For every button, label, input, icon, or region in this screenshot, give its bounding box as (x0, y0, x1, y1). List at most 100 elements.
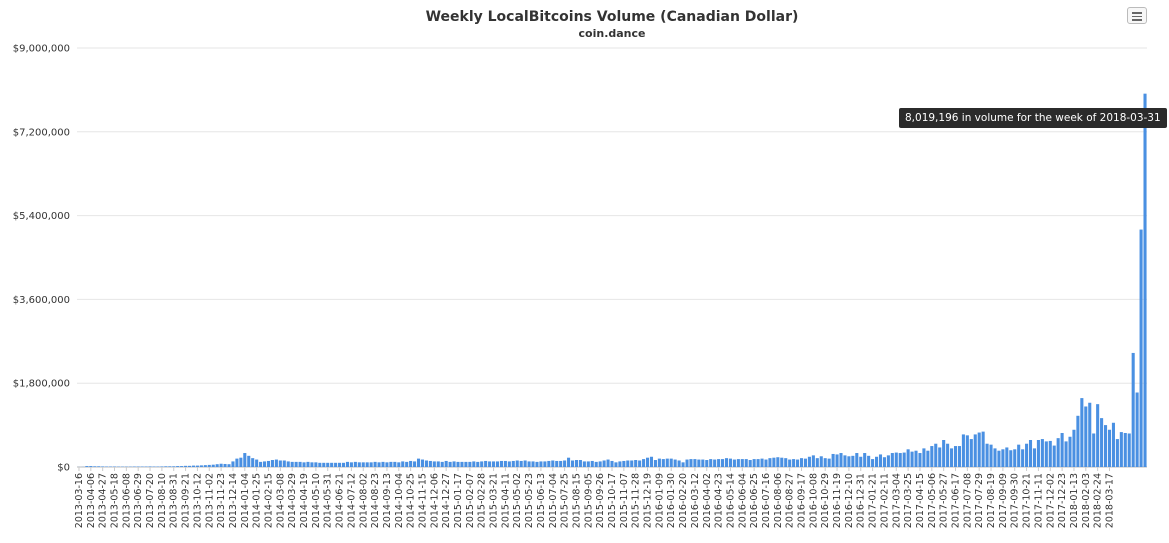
bar[interactable] (748, 460, 752, 467)
bar[interactable] (985, 443, 989, 467)
bar[interactable] (1017, 444, 1021, 467)
bar[interactable] (918, 453, 922, 467)
bar[interactable] (543, 461, 547, 467)
bar[interactable] (101, 466, 105, 467)
bar[interactable] (472, 461, 476, 467)
bar[interactable] (223, 463, 227, 467)
bar[interactable] (349, 462, 353, 467)
bar[interactable] (484, 460, 488, 467)
bar[interactable] (890, 453, 894, 467)
bar[interactable] (950, 448, 954, 467)
bar[interactable] (369, 462, 373, 467)
bar[interactable] (847, 456, 851, 467)
bar[interactable] (298, 461, 302, 467)
bar[interactable] (701, 459, 705, 467)
bar[interactable] (424, 460, 428, 467)
bar[interactable] (831, 453, 835, 467)
bar[interactable] (634, 460, 638, 467)
bar[interactable] (219, 463, 223, 467)
bar[interactable] (318, 462, 322, 467)
bar[interactable] (539, 461, 543, 467)
bar[interactable] (203, 465, 207, 467)
bar[interactable] (906, 449, 910, 467)
bar[interactable] (946, 443, 950, 467)
bar[interactable] (788, 459, 792, 467)
bar[interactable] (669, 458, 673, 467)
bar[interactable] (184, 465, 188, 467)
bar[interactable] (160, 466, 164, 467)
bar[interactable] (1056, 438, 1060, 467)
bar[interactable] (768, 458, 772, 467)
bar[interactable] (586, 461, 590, 467)
bar[interactable] (361, 462, 365, 467)
bar[interactable] (642, 459, 646, 467)
bar[interactable] (685, 459, 689, 467)
bar[interactable] (1064, 441, 1068, 467)
bar[interactable] (803, 458, 808, 467)
bar[interactable] (882, 457, 886, 467)
bar[interactable] (1127, 433, 1131, 467)
bar[interactable] (1009, 450, 1013, 467)
bar[interactable] (416, 458, 421, 467)
bar[interactable] (594, 461, 598, 467)
bar[interactable] (665, 458, 669, 467)
bar[interactable] (717, 459, 721, 467)
bar[interactable] (1036, 440, 1040, 467)
bar[interactable] (373, 461, 377, 467)
bar[interactable] (460, 461, 464, 467)
bar[interactable] (799, 458, 804, 467)
bar[interactable] (1068, 436, 1072, 467)
bar[interactable] (1044, 441, 1048, 467)
bar[interactable] (942, 440, 946, 467)
bar[interactable] (661, 459, 665, 467)
bar[interactable] (448, 461, 452, 467)
bar[interactable] (807, 456, 811, 467)
bar[interactable] (322, 462, 326, 467)
bar[interactable] (740, 459, 744, 467)
bar[interactable] (1131, 352, 1135, 467)
bar[interactable] (677, 460, 681, 467)
bar[interactable] (389, 461, 393, 467)
bar[interactable] (535, 461, 539, 467)
bar[interactable] (302, 462, 306, 467)
bar[interactable] (255, 459, 259, 467)
bar[interactable] (1107, 429, 1112, 467)
bar[interactable] (855, 453, 859, 467)
bar[interactable] (195, 465, 199, 467)
bar[interactable] (523, 460, 527, 467)
bar[interactable] (973, 434, 977, 467)
bar[interactable] (377, 462, 381, 467)
bar[interactable] (756, 459, 760, 467)
bar[interactable] (851, 455, 855, 467)
bar[interactable] (278, 460, 282, 467)
bar[interactable] (871, 459, 875, 467)
bar[interactable] (1096, 404, 1100, 467)
bar[interactable] (630, 460, 634, 467)
bar[interactable] (610, 460, 614, 467)
bar[interactable] (930, 446, 934, 467)
bar[interactable] (1032, 448, 1037, 467)
bar[interactable] (456, 461, 460, 467)
bar[interactable] (827, 458, 831, 467)
bar[interactable] (563, 460, 567, 467)
bar[interactable] (168, 466, 172, 467)
bar[interactable] (89, 466, 93, 467)
bar[interactable] (405, 461, 409, 467)
bar[interactable] (436, 461, 440, 467)
bar[interactable] (1052, 445, 1056, 467)
bar[interactable] (270, 460, 274, 467)
bar[interactable] (381, 461, 385, 467)
bar[interactable] (867, 455, 871, 467)
bar[interactable] (397, 462, 401, 467)
bar[interactable] (653, 460, 657, 467)
bar[interactable] (681, 462, 685, 467)
bar[interactable] (618, 461, 622, 467)
bar[interactable] (780, 457, 784, 467)
bar[interactable] (590, 460, 594, 467)
bar[interactable] (365, 462, 369, 467)
bar[interactable] (215, 464, 219, 467)
bar[interactable] (164, 466, 168, 467)
bar[interactable] (646, 457, 650, 467)
bar[interactable] (555, 460, 559, 467)
bar[interactable] (934, 443, 938, 467)
